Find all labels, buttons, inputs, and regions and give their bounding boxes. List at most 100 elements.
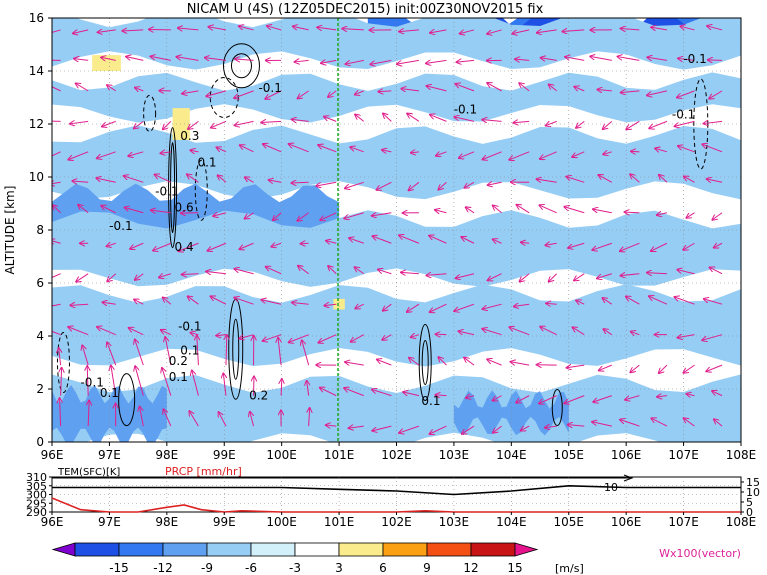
wind-vectors (52, 26, 723, 434)
wind-vector (111, 366, 117, 396)
wind-vector (603, 329, 613, 336)
wind-vector (206, 271, 227, 273)
contour-label-text: 0.3 (180, 129, 199, 143)
colorbar-low-arrow (51, 542, 76, 557)
wind-vector (213, 213, 227, 216)
surface-x-tick-label: 100E (266, 515, 297, 529)
wind-vector (78, 205, 89, 214)
contour-label: 0.4 (175, 240, 194, 254)
colorbar-tick-label: -12 (153, 561, 173, 575)
wind-vector (134, 300, 144, 305)
contour-label-text: 0.1 (100, 386, 119, 400)
wind-vector (328, 266, 337, 275)
colorbar-segment (162, 542, 208, 557)
surface-x-tick-label: 102E (381, 515, 412, 529)
y-tick-label: 2 (36, 382, 44, 396)
wind-vector (345, 362, 364, 365)
wind-vector (261, 121, 282, 122)
contour (230, 53, 252, 79)
contour-label: 0.1 (100, 386, 119, 400)
shade-band (52, 385, 167, 442)
wind-vector (61, 368, 62, 396)
wind-vector (344, 212, 364, 219)
contour-label-text: -0.1 (454, 102, 477, 116)
main-x-axis: 96E 97E 98E 99E 100E 101E 102E 103E 104E 105E 106E… (41, 442, 756, 462)
wind-vector (250, 412, 255, 427)
wind-vector (135, 88, 144, 91)
wind-vector (461, 237, 475, 244)
wind-vector (217, 147, 227, 153)
contour (143, 94, 157, 132)
wind-vector (295, 60, 309, 62)
wind-vector (292, 119, 309, 121)
wind-vector (576, 120, 585, 127)
wind-vector (125, 208, 144, 214)
surface-right-tick-label: 0 (746, 506, 753, 519)
contour-label-text: -0.1 (683, 52, 706, 66)
wind-vector (239, 26, 254, 31)
wind-vector (426, 274, 447, 276)
shade-patch (92, 55, 121, 71)
wind-vector (190, 333, 199, 335)
wind-vector (674, 297, 695, 305)
wind-vector (436, 152, 447, 156)
wind-vector (620, 274, 640, 276)
wind-vector (426, 60, 447, 63)
wind-vector (176, 57, 199, 61)
wind-vector (572, 151, 585, 157)
wind-vector (263, 144, 282, 153)
surface-left-tick-label: 305 (26, 480, 47, 493)
wind-vector (714, 243, 723, 247)
wind-vector (603, 120, 613, 129)
wind-vector (372, 390, 392, 397)
wind-vector (102, 120, 116, 126)
colorbar-tick-label: 9 (423, 561, 431, 575)
wind-vector (521, 426, 530, 430)
wind-vector (517, 205, 530, 214)
wind-vector (487, 83, 502, 92)
wind-vector (163, 120, 172, 129)
wind-vector (273, 212, 282, 220)
wind-vector (349, 426, 364, 428)
x-tick-label: 102E (381, 448, 412, 462)
wind-vector (52, 182, 61, 184)
contour-label: 0.1 (169, 370, 188, 384)
wind-vector (208, 242, 227, 250)
vector-label: Wx100(vector) (659, 547, 741, 560)
wind-vector (107, 85, 117, 92)
wind-vector (211, 120, 227, 127)
wind-vector (101, 57, 116, 60)
wind-vector (651, 418, 668, 427)
colorbar-tick-label: -6 (245, 561, 257, 575)
surface-panel: TEM(SFC)[K] PRCP [mm/hr] 10 310305300295… (26, 465, 760, 529)
wind-vector (512, 29, 530, 34)
wind-vector (626, 297, 640, 305)
wind-vector (377, 359, 392, 366)
wind-vector (289, 144, 309, 153)
colorbar-segment (250, 542, 296, 557)
wind-vector (98, 30, 116, 32)
wind-vector (188, 296, 199, 305)
contour-label-text: 0.2 (169, 354, 188, 368)
wind-vector (178, 28, 199, 30)
wind-vector (292, 182, 309, 183)
wind-vector (651, 27, 668, 30)
colorbar: -15 -12 -9 -6 -3 3 6 9 12 15 [m/s] Wx100(vector) (51, 542, 741, 575)
wind-vector (487, 29, 502, 34)
wind-vector (455, 84, 475, 92)
wind-vector (234, 269, 254, 275)
wind-vector (328, 90, 337, 97)
wind-vector (592, 242, 612, 250)
wind-vector (223, 373, 226, 396)
wind-vector (126, 57, 144, 61)
wind-vector (683, 364, 695, 373)
wind-vector (153, 242, 172, 250)
wind-vector (320, 388, 337, 397)
colorbar-tick-label: -15 (109, 561, 129, 575)
wind-vector (205, 58, 227, 61)
wind-vector (459, 151, 475, 158)
wind-vector (135, 339, 144, 366)
colorbar-ticks: -15 -12 -9 -6 -3 3 6 9 12 15 (109, 561, 522, 575)
wind-vector (647, 90, 668, 96)
wind-vector (677, 270, 695, 275)
